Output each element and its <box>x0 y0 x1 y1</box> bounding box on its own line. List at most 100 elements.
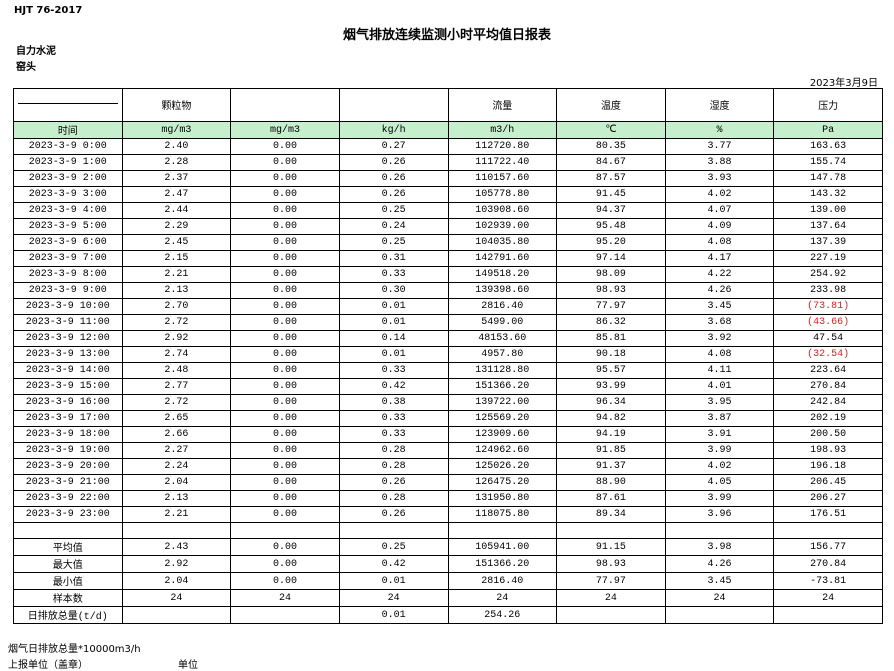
cell: 149518.20 <box>447 266 558 283</box>
cell: 2023-3-9 15:00 <box>13 378 123 395</box>
data-row: 2023-3-9 8:00 2.21 0.00 0.33 149518.20 98.09 4… <box>13 266 883 283</box>
cell: 137.64 <box>773 218 883 235</box>
cell: 104035.80 <box>447 234 558 251</box>
data-row: 2023-3-9 13:00 2.74 0.00 0.01 4957.80 90.18 4.… <box>13 346 883 363</box>
cell: 91.15 <box>556 538 666 556</box>
data-row: 2023-3-9 21:00 2.04 0.00 0.26 126475.20 88.90… <box>13 474 883 491</box>
cell: 163.63 <box>773 138 883 155</box>
cell: 0.00 <box>230 202 340 219</box>
cell: 0.24 <box>338 218 449 235</box>
cell: 151366.20 <box>447 378 558 395</box>
cell: 139.00 <box>773 202 883 219</box>
cell: 0.28 <box>338 458 449 475</box>
cell: ℃ <box>556 121 666 139</box>
cell: 2.37 <box>121 170 232 187</box>
cell: 0.00 <box>230 282 340 299</box>
data-row: 2023-3-9 7:00 2.15 0.00 0.31 142791.60 97.14 4… <box>13 250 883 267</box>
cell: 103908.60 <box>447 202 558 219</box>
cell: 4.01 <box>664 378 775 395</box>
header-row: 颗粒物 流量 温度 湿度 压力 <box>13 88 883 122</box>
cell: 2023-3-9 2:00 <box>13 170 123 187</box>
cell: 最大值 <box>13 555 123 573</box>
cell: 0.00 <box>230 378 340 395</box>
cell: 254.92 <box>773 266 883 283</box>
cell: 91.37 <box>556 458 666 475</box>
cell: 2023-3-9 5:00 <box>13 218 123 235</box>
data-row: 2023-3-9 11:00 2.72 0.00 0.01 5499.00 86.32 3.… <box>13 314 883 331</box>
cell: 2023-3-9 19:00 <box>13 442 123 459</box>
data-row: 2023-3-9 15:00 2.77 0.00 0.42 151366.20 93.99… <box>13 378 883 395</box>
cell <box>230 522 340 539</box>
code: HJT 76-2017 <box>14 5 83 16</box>
summary-row: 平均值 2.43 0.00 0.25 105941.00 91.15 3.98 156.77 <box>13 538 883 556</box>
cell: 80.35 <box>556 138 666 155</box>
summary-row: 日排放总量(t/d) 0.01 254.26 <box>13 606 883 624</box>
cell: 254.26 <box>447 606 558 624</box>
cell: 0.00 <box>230 154 340 171</box>
cell: 0.26 <box>338 506 449 523</box>
cell: 4.02 <box>664 186 775 203</box>
cell: 3.88 <box>664 154 775 171</box>
cell: 样本数 <box>13 589 123 607</box>
company: 自力水泥 <box>16 46 56 57</box>
data-row: 2023-3-9 9:00 2.13 0.00 0.30 139398.60 98.93 4… <box>13 282 883 299</box>
cell: 139722.00 <box>447 394 558 411</box>
cell: 2023-3-9 6:00 <box>13 234 123 251</box>
cell: 0.00 <box>230 538 340 556</box>
cell: -73.81 <box>773 572 883 590</box>
cell: 2.24 <box>121 458 232 475</box>
cell: 流量 <box>447 88 558 122</box>
cell: 2023-3-9 14:00 <box>13 362 123 379</box>
cell: 4.08 <box>664 346 775 363</box>
cell: 2023-3-9 11:00 <box>13 314 123 331</box>
cell: 0.00 <box>230 218 340 235</box>
cell: 123909.60 <box>447 426 558 443</box>
cell: 206.45 <box>773 474 883 491</box>
cell: 94.82 <box>556 410 666 427</box>
cell: kg/h <box>338 121 449 139</box>
cell: 平均值 <box>13 538 123 556</box>
cell: 84.67 <box>556 154 666 171</box>
header-line <box>18 103 118 104</box>
cell: 111722.40 <box>447 154 558 171</box>
cell: 24 <box>338 589 449 607</box>
cell <box>556 522 666 539</box>
cell: 94.37 <box>556 202 666 219</box>
cell: 2.27 <box>121 442 232 459</box>
cell: 2023-3-9 9:00 <box>13 282 123 299</box>
cell: 96.34 <box>556 394 666 411</box>
cell: 24 <box>447 589 558 607</box>
cell: 3.99 <box>664 442 775 459</box>
data-row: 2023-3-9 17:00 2.65 0.00 0.33 125569.20 94.82… <box>13 410 883 427</box>
cell: 3.45 <box>664 572 775 590</box>
cell: 155.74 <box>773 154 883 171</box>
summary-row: 最小值 2.04 0.00 0.01 2816.40 77.97 3.45 -73.81 <box>13 572 883 590</box>
data-row: 2023-3-9 2:00 2.37 0.00 0.26 110157.60 87.57 3… <box>13 170 883 187</box>
date: 2023年3月9日 <box>809 78 878 89</box>
data-row: 2023-3-9 16:00 2.72 0.00 0.38 139722.00 96.34… <box>13 394 883 411</box>
cell: 2.04 <box>121 572 232 590</box>
data-row: 2023-3-9 3:00 2.47 0.00 0.26 105778.80 91.45 4… <box>13 186 883 203</box>
cell: 3.93 <box>664 170 775 187</box>
cell: 0.00 <box>230 186 340 203</box>
cell: 270.84 <box>773 378 883 395</box>
cell <box>447 522 558 539</box>
cell: 2.28 <box>121 154 232 171</box>
cell: 98.93 <box>556 282 666 299</box>
cell: 0.33 <box>338 362 449 379</box>
cell: 48153.60 <box>447 330 558 347</box>
cell <box>338 522 449 539</box>
cell: 97.14 <box>556 250 666 267</box>
cell: (73.81) <box>773 298 883 315</box>
cell: 95.48 <box>556 218 666 235</box>
cell: 3.95 <box>664 394 775 411</box>
cell: 3.77 <box>664 138 775 155</box>
cell: 2023-3-9 16:00 <box>13 394 123 411</box>
cell: 131128.80 <box>447 362 558 379</box>
cell: 156.77 <box>773 538 883 556</box>
cell <box>121 522 232 539</box>
cell <box>230 606 340 624</box>
cell: 0.28 <box>338 442 449 459</box>
cell: 2.72 <box>121 394 232 411</box>
cell: 0.26 <box>338 170 449 187</box>
